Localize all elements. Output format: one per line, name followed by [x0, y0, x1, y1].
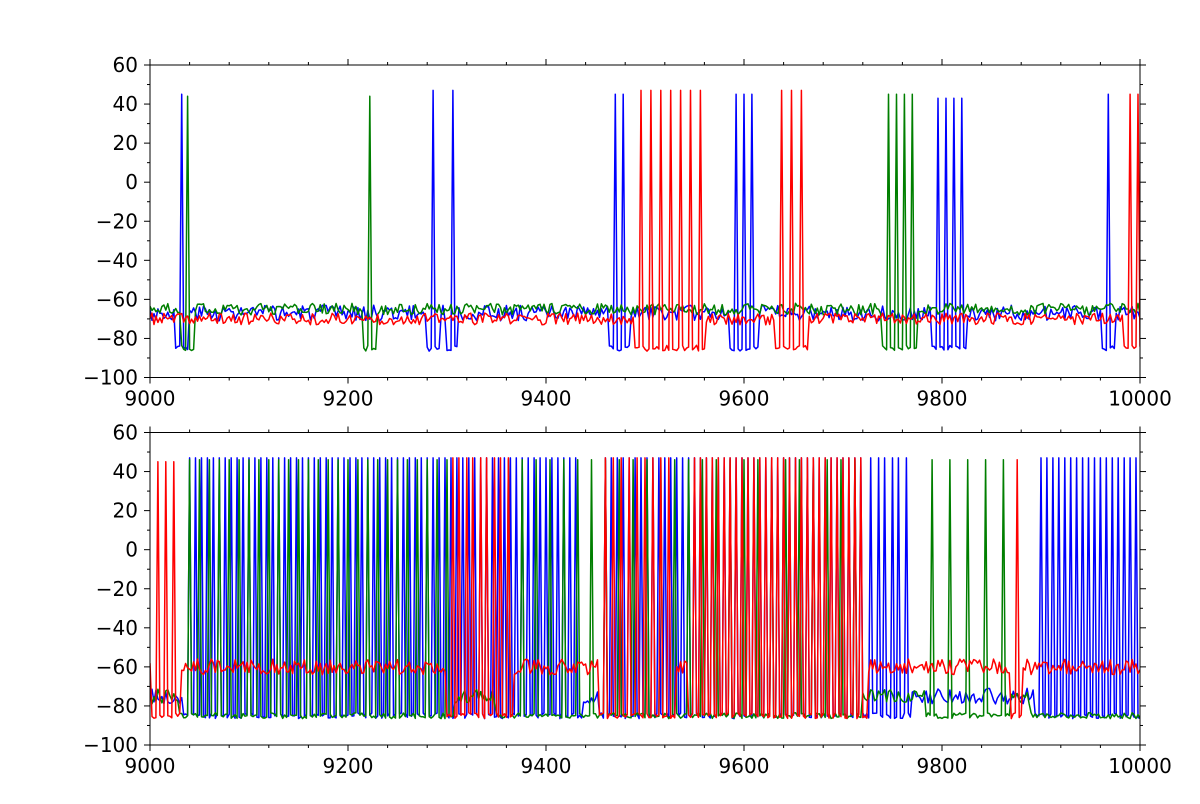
ytick-label: 20	[113, 499, 138, 523]
figure-container: 9000 9200 9400 9600 9800 10000 −100 −80 −60 −40 −2…	[0, 0, 1200, 800]
ytick-label: −40	[96, 248, 138, 272]
xtick-label: 9600	[719, 754, 770, 778]
ytick-label: 40	[113, 460, 138, 484]
ytick-label: −80	[96, 694, 138, 718]
xtick-label: 9200	[323, 387, 374, 411]
axes-spine-0	[150, 65, 1140, 378]
ytick-label: 40	[113, 92, 138, 116]
xtick-label: 9600	[719, 387, 770, 411]
ytick-label: −40	[96, 616, 138, 640]
xtick-label: 9800	[917, 754, 968, 778]
series-green	[150, 94, 1140, 351]
ytick-label: −100	[83, 733, 138, 757]
plot-svg: 9000 9200 9400 9600 9800 10000 −100 −80 −60 −40 −2…	[0, 0, 1200, 800]
ytick-label: 0	[125, 538, 138, 562]
xtick-label: 9400	[521, 387, 572, 411]
ytick-label: −100	[83, 366, 138, 390]
plot-area-1	[150, 458, 1140, 719]
ytick-label: −20	[96, 577, 138, 601]
xtick-label: 9400	[521, 754, 572, 778]
plot-area-0	[150, 90, 1140, 351]
ytick-label: −20	[96, 209, 138, 233]
ytick-label: −80	[96, 326, 138, 350]
xtick-label: 10000	[1108, 754, 1172, 778]
ytick-label: 60	[113, 53, 138, 77]
xtick-label: 9200	[323, 754, 374, 778]
ytick-label: 60	[113, 421, 138, 445]
xtick-label: 9000	[125, 387, 176, 411]
ytick-label: 20	[113, 131, 138, 155]
xtick-label: 10000	[1108, 387, 1172, 411]
ytick-label: 0	[125, 170, 138, 194]
xtick-label: 9000	[125, 754, 176, 778]
ytick-label: −60	[96, 655, 138, 679]
xtick-label: 9800	[917, 387, 968, 411]
ytick-label: −60	[96, 287, 138, 311]
